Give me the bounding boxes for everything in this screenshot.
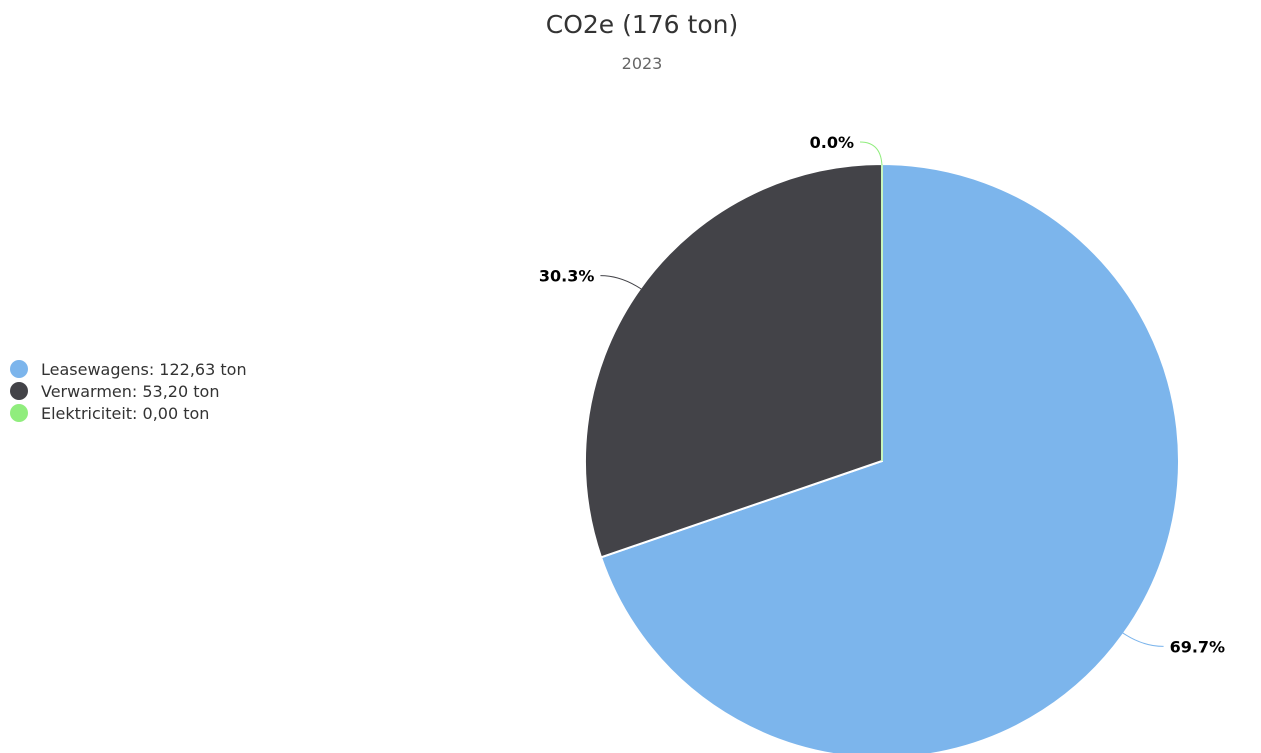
legend-marker-icon	[10, 382, 28, 400]
data-label-connector	[1120, 630, 1164, 647]
data-label-elektriciteit: 0.0%	[810, 133, 854, 152]
legend-marker-icon	[10, 360, 28, 378]
legend-item-elektriciteit[interactable]: Elektriciteit: 0,00 ton	[10, 402, 247, 424]
chart-subtitle: 2023	[621, 54, 663, 73]
data-label-connector	[600, 275, 644, 292]
legend-label: Verwarmen: 53,20 ton	[41, 381, 220, 401]
legend-label: Leasewagens: 122,63 ton	[41, 359, 247, 379]
chart-title: CO2e (176 ton)	[545, 10, 739, 39]
data-label-connector	[859, 141, 883, 169]
legend-label: Elektriciteit: 0,00 ton	[41, 403, 210, 423]
data-label-verwarmen: 30.3%	[539, 267, 595, 286]
data-label-leasewagens: 69.7%	[1170, 637, 1226, 656]
legend-item-leasewagens[interactable]: Leasewagens: 122,63 ton	[10, 358, 247, 380]
legend-marker-icon	[10, 404, 28, 422]
legend: Leasewagens: 122,63 ton Verwarmen: 53,20…	[10, 358, 247, 424]
legend-item-verwarmen[interactable]: Verwarmen: 53,20 ton	[10, 380, 247, 402]
